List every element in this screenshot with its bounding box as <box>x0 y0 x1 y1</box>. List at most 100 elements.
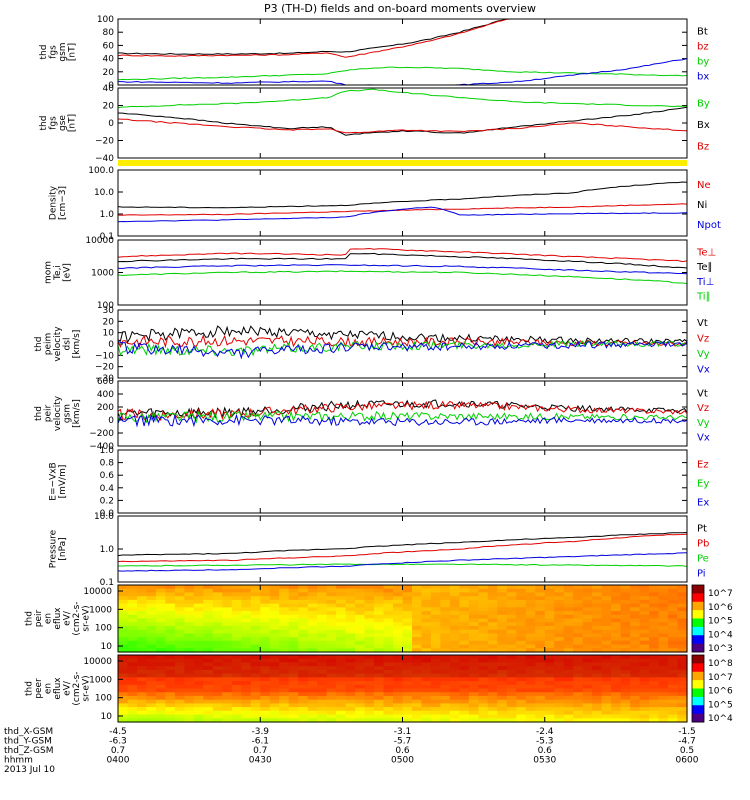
spectrogram-cell <box>146 703 157 708</box>
spectrogram-cell <box>193 688 204 693</box>
spectrogram-cell <box>497 669 508 675</box>
spectrogram-cell <box>127 684 138 690</box>
spectrogram-cell <box>544 695 555 701</box>
spectrogram-cell <box>449 618 460 623</box>
spectrogram-cell <box>317 669 328 675</box>
spectrogram-cell <box>639 703 650 708</box>
legend-entry: by <box>697 57 709 68</box>
spectrogram-cell <box>212 614 223 620</box>
spectrogram-cell <box>298 611 309 616</box>
spectrogram-cell <box>402 592 413 597</box>
spectrogram-cell <box>317 718 328 723</box>
spectrogram-cell <box>497 588 508 593</box>
spectrogram-cell <box>516 658 527 663</box>
spectrogram-cell <box>269 699 280 704</box>
spectrogram-cell <box>658 666 669 671</box>
spectrogram-cell <box>516 622 527 627</box>
spectrogram-cell <box>231 644 242 649</box>
spectrogram-cell <box>222 588 233 593</box>
spectrogram-cell <box>288 618 299 623</box>
spectrogram-cell <box>440 648 451 653</box>
y-tick-label: 0 <box>108 81 114 91</box>
spectrogram-cell <box>639 596 650 601</box>
spectrogram-cell <box>430 710 441 716</box>
spectrogram-cell <box>668 703 679 708</box>
spectrogram-cell <box>288 684 299 690</box>
spectrogram-cell <box>307 625 318 631</box>
spectrogram-cell <box>478 596 489 601</box>
spectrogram-cell <box>449 688 460 693</box>
spectrogram-cell <box>649 655 660 660</box>
spectrogram-cell <box>203 688 214 693</box>
spectrogram-cell <box>146 637 157 642</box>
spectrogram-cell <box>658 614 669 620</box>
spectrogram-cell <box>146 644 157 649</box>
spectrogram-cell <box>374 607 385 612</box>
spectrogram-cell <box>326 718 337 723</box>
spectrogram-cell <box>118 677 129 682</box>
spectrogram-cell <box>459 658 470 663</box>
spectrogram-cell <box>402 629 413 634</box>
spectrogram-cell <box>118 640 129 646</box>
spectrogram-cell <box>497 592 508 597</box>
spectrogram-cell <box>279 625 290 631</box>
spectrogram-cell <box>668 655 679 660</box>
x-axis-row-label: thd_Z-GSM <box>4 746 53 756</box>
spectrogram-cell <box>525 662 536 667</box>
spectrogram-cell <box>639 622 650 627</box>
spectrogram-cell <box>620 588 631 593</box>
spectrogram-cell <box>184 611 195 616</box>
spectrogram-cell <box>544 648 555 653</box>
x-axis-value: -4.7 <box>678 737 696 747</box>
spectrogram-cell <box>298 585 309 590</box>
spectrogram-cell <box>137 658 148 663</box>
spectrogram-cell <box>298 596 309 601</box>
spectrogram-cell <box>544 684 555 690</box>
spectrogram-cell <box>658 644 669 649</box>
spectrogram-cell <box>535 585 546 590</box>
spectrogram-cell <box>184 614 195 620</box>
spectrogram-cell <box>203 655 214 660</box>
spectrogram-cell <box>516 703 527 708</box>
spectrogram-cell <box>658 648 669 653</box>
spectrogram-cell <box>288 614 299 620</box>
spectrogram-cell <box>544 688 555 693</box>
spectrogram-cell <box>440 644 451 649</box>
spectrogram-cell <box>222 714 233 719</box>
spectrogram-cell <box>658 669 669 675</box>
y-axis-label: [cm−3] <box>58 186 68 220</box>
spectrogram-cell <box>374 695 385 701</box>
spectrogram-cell <box>611 688 622 693</box>
spectrogram-cell <box>630 614 641 620</box>
spectrogram-cell <box>184 588 195 593</box>
spectrogram-cell <box>184 644 195 649</box>
spectrogram-cell <box>677 718 688 723</box>
spectrogram-cell <box>231 629 242 634</box>
spectrogram-cell <box>649 681 660 686</box>
spectrogram-cell <box>658 588 669 593</box>
spectrogram-cell <box>212 699 223 704</box>
spectrogram-cell <box>487 681 498 686</box>
spectrogram-cell <box>118 699 129 704</box>
y-tick-label: −400 <box>89 442 114 452</box>
spectrogram-cell <box>402 618 413 623</box>
spectrogram-cell <box>440 677 451 682</box>
spectrogram-cell <box>288 688 299 693</box>
y-tick-label: 10000 <box>83 587 112 597</box>
spectrogram-cell <box>260 673 271 678</box>
spectrogram-cell <box>184 684 195 690</box>
spectrogram-cell <box>222 699 233 704</box>
spectrogram-cell <box>336 681 347 686</box>
colorbar-tick-label: 10^5 <box>708 700 733 710</box>
spectrogram-cell <box>535 640 546 646</box>
spectrogram-cell <box>430 625 441 631</box>
spectrogram-cell <box>658 662 669 667</box>
spectrogram-cell <box>364 592 375 597</box>
spectrogram-cell <box>497 611 508 616</box>
spectrogram-cell <box>582 629 593 634</box>
spectrogram-cell <box>184 699 195 704</box>
spectrogram-cell <box>430 666 441 671</box>
spectrogram-cell <box>307 592 318 597</box>
spectrogram-cell <box>563 585 574 590</box>
spectrogram-cell <box>554 603 565 608</box>
